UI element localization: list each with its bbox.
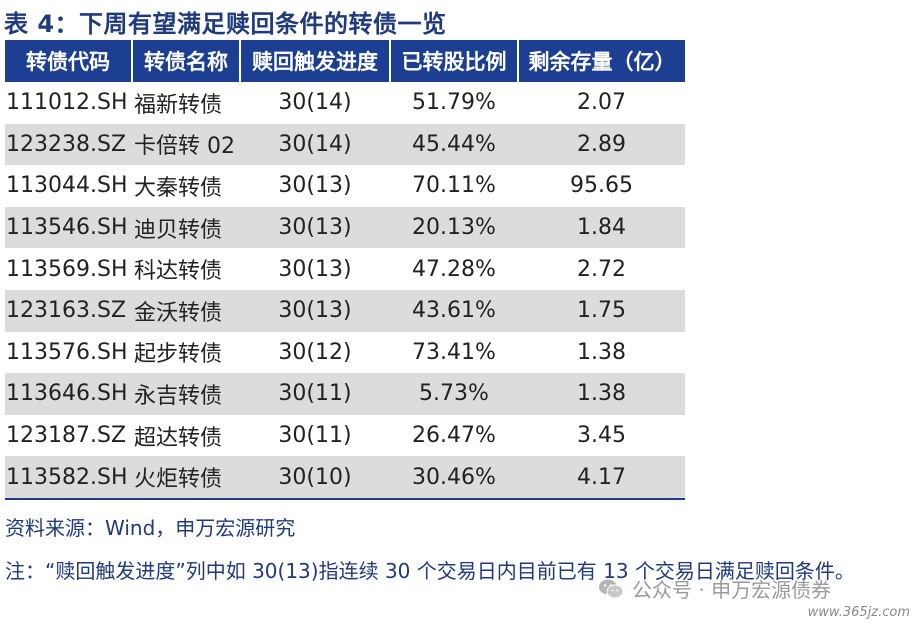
data-source-note: 资料来源：Wind，申万宏源研究: [5, 516, 296, 540]
table-row: 113546.SH 迪贝转债 30(13) 20.13% 1.84: [5, 206, 685, 249]
bond-code-cell: 113546.SH: [5, 206, 132, 249]
conversion-ratio-cell: 73.41%: [412, 339, 496, 365]
remaining-balance-cell: 2.07: [577, 90, 626, 116]
bond-code-cell: 113044.SH: [6, 173, 128, 199]
remaining-balance-cell: 1.75: [518, 289, 685, 332]
redemption-progress-cell: 30(13): [240, 206, 390, 249]
bond-code-cell: 123187.SZ: [6, 423, 127, 449]
wechat-icon: [598, 578, 624, 600]
table-row: 111012.SH 福新转债 30(14) 51.79% 2.07: [5, 82, 685, 124]
footnote: 注：“赎回触发进度”列中如 30(13)指连续 30 个交易日内目前已有 13 …: [5, 559, 855, 583]
redemption-progress-cell: 30(12): [278, 339, 352, 365]
conversion-ratio-cell: 51.79%: [412, 90, 496, 116]
bond-code-cell: 123238.SZ: [5, 123, 132, 166]
conversion-ratio-cell: 26.47%: [412, 423, 496, 449]
bond-name-cell: 福新转债: [134, 92, 223, 118]
header-bond-name: 转债名称: [131, 40, 240, 82]
conversion-ratio-cell: 30.46%: [390, 456, 518, 500]
conversion-ratio-cell: 47.28%: [412, 256, 496, 282]
bond-code-cell: 111012.SH: [6, 90, 128, 116]
bond-name-cell: 超达转债: [134, 425, 223, 451]
remaining-balance-cell: 3.45: [577, 423, 626, 449]
table-title: 表 4：下周有望满足赎回条件的转债一览: [4, 10, 447, 38]
bond-name-cell: 火炬转债: [132, 456, 240, 500]
header-redemption-progress: 赎回触发进度: [239, 40, 390, 82]
conversion-ratio-cell: 43.61%: [390, 289, 518, 332]
bond-name-cell: 永吉转债: [132, 373, 240, 415]
remaining-balance-cell: 1.38: [518, 373, 685, 415]
remaining-balance-cell: 2.72: [577, 256, 626, 282]
bond-name-cell: 迪贝转债: [132, 206, 240, 249]
wechat-watermark: 公众号 · 申万宏源债券: [598, 574, 831, 603]
conversion-ratio-cell: 20.13%: [390, 206, 518, 249]
table-row: 123187.SZ 超达转债 30(11) 26.47% 3.45: [5, 415, 685, 457]
remaining-balance-cell: 95.65: [570, 173, 633, 199]
convertible-bond-table: 转债代码 转债名称 赎回触发进度 已转股比例 剩余存量（亿） 111012.SH…: [5, 40, 685, 500]
bond-code-cell: 113569.SH: [6, 256, 128, 282]
table-row: 113646.SH 永吉转债 30(11) 5.73% 1.38: [5, 373, 685, 415]
redemption-progress-cell: 30(10): [240, 456, 390, 500]
bond-name-cell: 金沃转债: [132, 289, 240, 332]
redemption-progress-cell: 30(14): [240, 123, 390, 166]
table-row: 123163.SZ 金沃转债 30(13) 43.61% 1.75: [5, 289, 685, 332]
bond-name-cell: 大秦转债: [134, 175, 223, 201]
table-row: 113569.SH 科达转债 30(13) 47.28% 2.72: [5, 248, 685, 290]
redemption-progress-cell: 30(14): [278, 90, 352, 116]
bond-code-cell: 113646.SH: [5, 373, 132, 415]
watermark-text: 公众号 · 申万宏源债券: [632, 578, 832, 602]
bond-code-cell: 113576.SH: [6, 339, 128, 365]
redemption-progress-cell: 30(11): [240, 373, 390, 415]
redemption-progress-cell: 30(13): [278, 256, 352, 282]
bond-name-cell: 起步转债: [134, 342, 223, 368]
table-header-row: 转债代码 转债名称 赎回触发进度 已转股比例 剩余存量（亿）: [5, 40, 685, 82]
table-row: 123238.SZ 卡倍转 02 30(14) 45.44% 2.89: [5, 123, 685, 166]
remaining-balance-cell: 1.38: [577, 339, 626, 365]
bond-code-cell: 113582.SH: [5, 456, 132, 500]
redemption-progress-cell: 30(11): [278, 423, 352, 449]
table-row: 113576.SH 起步转债 30(12) 73.41% 1.38: [5, 332, 685, 374]
conversion-ratio-cell: 5.73%: [390, 373, 518, 415]
header-conversion-ratio: 已转股比例: [389, 40, 518, 82]
bond-code-cell: 123163.SZ: [5, 289, 132, 332]
table-row: 113582.SH 火炬转债 30(10) 30.46% 4.17: [5, 456, 685, 500]
header-remaining-balance: 剩余存量（亿）: [517, 40, 685, 82]
remaining-balance-cell: 2.89: [518, 123, 685, 166]
redemption-progress-cell: 30(13): [240, 289, 390, 332]
header-bond-code: 转债代码: [5, 40, 132, 82]
redemption-progress-cell: 30(13): [278, 173, 352, 199]
conversion-ratio-cell: 45.44%: [390, 123, 518, 166]
bond-name-cell: 卡倍转 02: [132, 123, 240, 166]
table-row: 113044.SH 大秦转债 30(13) 70.11% 95.65: [5, 165, 685, 207]
remaining-balance-cell: 1.84: [518, 206, 685, 249]
conversion-ratio-cell: 70.11%: [412, 173, 496, 199]
remaining-balance-cell: 4.17: [518, 456, 685, 500]
site-watermark: www.365jz.com: [807, 605, 910, 620]
bond-name-cell: 科达转债: [134, 259, 223, 285]
